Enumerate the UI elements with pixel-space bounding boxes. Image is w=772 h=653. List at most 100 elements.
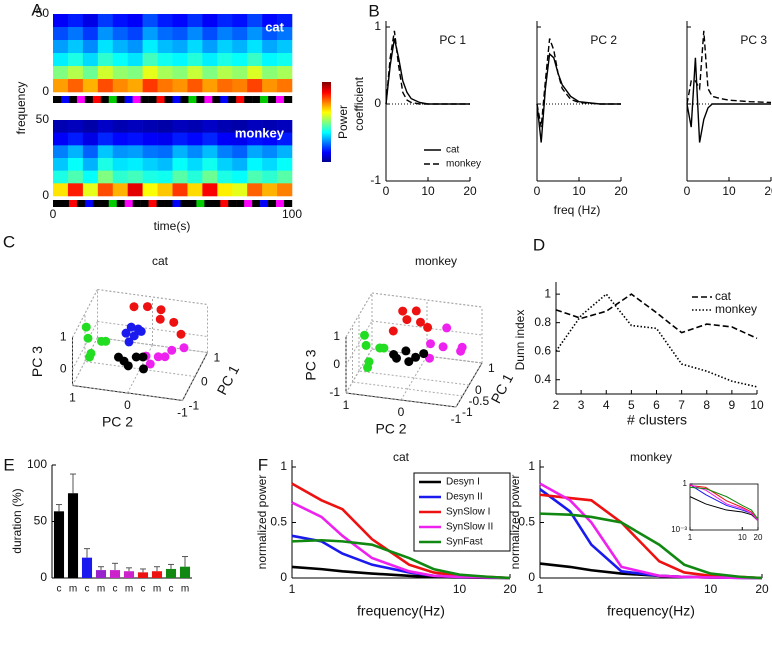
- y-tick-label: 0: [280, 570, 287, 584]
- x-tick-label: 20: [503, 582, 517, 596]
- line-series: [291, 538, 511, 580]
- scatter-point: [402, 315, 412, 325]
- bar: [179, 566, 191, 578]
- heatmap-cell: [82, 79, 99, 93]
- y-tick-label: 0: [475, 383, 482, 397]
- y-tick-label: 0: [42, 84, 49, 98]
- heatmap-cell: [262, 145, 278, 159]
- y-tick-label: 0: [201, 375, 208, 389]
- state-segment: [92, 96, 101, 103]
- heatmap-cell: [112, 27, 128, 41]
- state-segment: [156, 96, 165, 103]
- y-tick-label: 1: [683, 479, 688, 488]
- scatter-point: [145, 359, 155, 369]
- heatmap-cell: [232, 66, 248, 80]
- heatmap-cell: [53, 183, 69, 197]
- scatter-point: [143, 302, 152, 312]
- heatmap-cell: [53, 14, 69, 28]
- scatter-point: [438, 342, 448, 352]
- y-tick-label: 1: [374, 19, 381, 33]
- y-tick-label: 0: [374, 96, 381, 110]
- heatmap-cell: [217, 40, 233, 54]
- scatter-point: [426, 339, 435, 349]
- heatmap-cell: [82, 158, 99, 171]
- grid-line: [345, 348, 373, 394]
- heatmap-cell: [142, 14, 158, 28]
- state-segment: [53, 96, 62, 103]
- heatmap-cell: [202, 170, 218, 184]
- state-segment: [108, 96, 117, 103]
- x-tick-label: 20: [755, 582, 769, 596]
- heatmap-cell: [217, 145, 233, 159]
- state-segment: [132, 96, 141, 103]
- x-tick-label: 0: [534, 184, 541, 198]
- heatmap-cell: [232, 79, 248, 93]
- scatter-point: [411, 306, 421, 316]
- heatmap-cell: [277, 145, 293, 159]
- heatmap-cell: [277, 158, 293, 171]
- heatmap-cell: [127, 170, 143, 184]
- state-segment: [268, 96, 277, 103]
- heatmap-cell: [187, 183, 203, 197]
- x-tick-label: -1: [177, 406, 188, 420]
- heatmap-cell: [97, 27, 114, 41]
- heatmap-cell: [232, 183, 248, 197]
- heatmap-cell: [247, 40, 263, 54]
- scatter-point: [416, 317, 425, 327]
- state-segment: [260, 96, 269, 103]
- grid-line: [371, 348, 483, 364]
- x-axis-label: # clusters: [627, 412, 687, 428]
- x-tick-label: 6: [653, 398, 660, 412]
- heatmap-cell: [142, 40, 158, 54]
- heatmap-cell: [127, 158, 143, 171]
- state-segment: [60, 200, 70, 207]
- state-segment: [53, 200, 62, 207]
- grid-line: [371, 320, 483, 336]
- heatmap-cell: [157, 79, 173, 93]
- y-axis-label: PC 1: [213, 362, 242, 397]
- heatmap-cell: [97, 120, 114, 133]
- state-segment: [268, 200, 277, 207]
- heatmap-cell: [232, 53, 248, 67]
- heatmap-cell: [53, 79, 69, 93]
- grid-line: [345, 292, 373, 338]
- scatter-point: [136, 326, 146, 336]
- scatter-point: [388, 326, 398, 336]
- heatmap-cell: [97, 14, 114, 28]
- state-segment: [188, 200, 197, 207]
- state-segment: [180, 96, 189, 103]
- state-segment: [172, 200, 181, 207]
- heatmap-cell: [157, 40, 173, 54]
- state-segment: [228, 96, 237, 103]
- grid-line: [97, 289, 208, 305]
- heatmap-cell: [127, 14, 143, 28]
- x-axis-label: frequency(Hz): [607, 603, 695, 619]
- heatmap-cell: [277, 132, 293, 146]
- heatmap-cell: [232, 14, 248, 28]
- line-series: [539, 512, 763, 580]
- state-segment: [260, 200, 269, 207]
- heatmap-cell: [112, 40, 128, 54]
- grid-line: [72, 337, 98, 386]
- scatter-point: [155, 314, 165, 324]
- heatmap-cell: [67, 145, 84, 159]
- heatmap-cell: [187, 132, 203, 146]
- heatmap-cell: [247, 183, 263, 197]
- heatmap-cell: [247, 170, 263, 184]
- heatmap-cell: [67, 183, 84, 197]
- state-segment: [60, 96, 70, 103]
- scatter-point: [442, 323, 452, 333]
- state-segment: [164, 200, 173, 207]
- x-tick-label: m: [69, 584, 77, 595]
- scatter-point: [126, 322, 136, 332]
- x-tick-label: 0: [383, 184, 390, 198]
- scatter-point: [153, 352, 163, 362]
- state-segment: [68, 96, 78, 103]
- y-tick-label: 0.4: [534, 372, 551, 386]
- heatmap-cell: [97, 79, 114, 93]
- heatmap-cell: [217, 170, 233, 184]
- grid-line: [97, 321, 208, 337]
- scatter-point: [129, 302, 139, 312]
- grid-line: [400, 355, 428, 401]
- y-tick-label: -1: [462, 405, 473, 419]
